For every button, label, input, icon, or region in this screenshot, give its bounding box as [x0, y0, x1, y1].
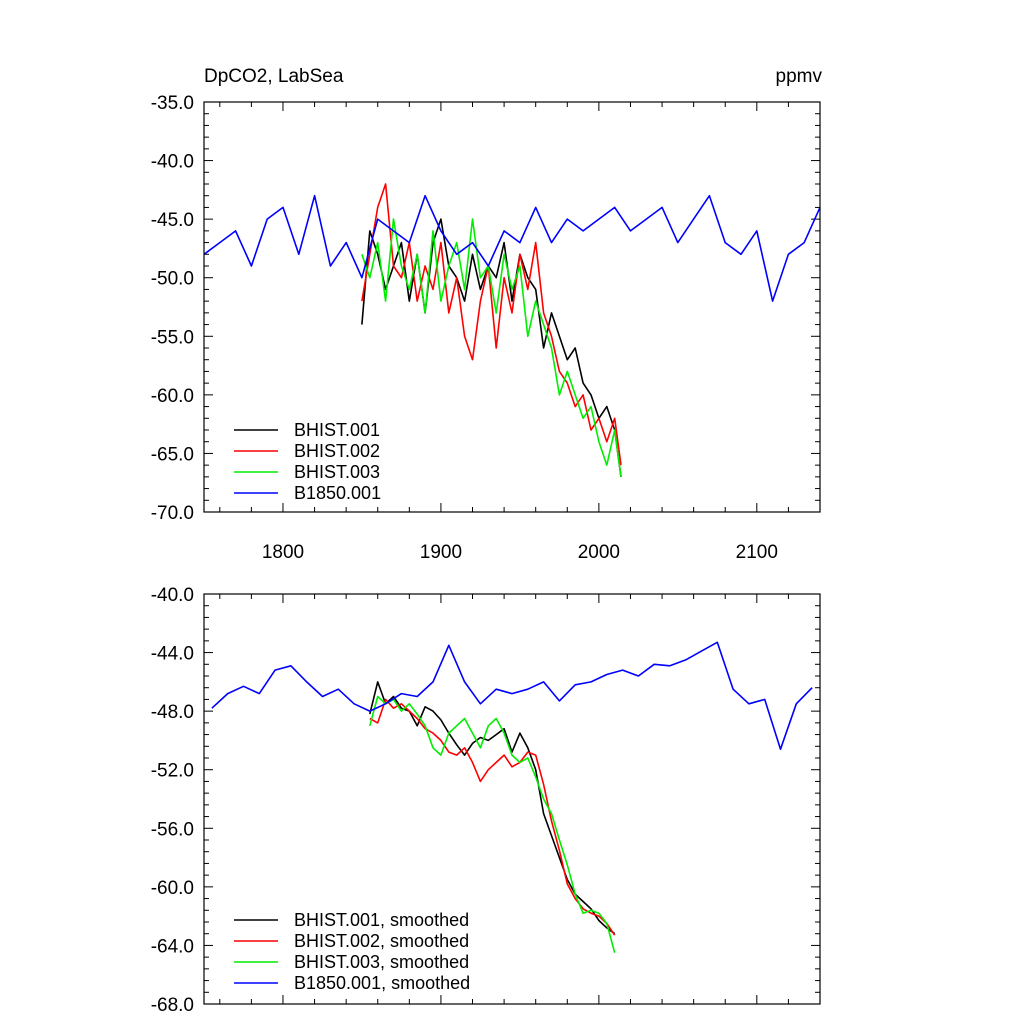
bottom-axes: -40.0 -44.0 -48.0 -52.0 -56.0 -60.0 -64.0 -68.0 [151, 585, 821, 1016]
series-line-bhist-003 [361, 218, 622, 478]
y-tick-label: -45.0 [151, 210, 194, 231]
legend-label: BHIST.002 [294, 441, 380, 461]
y-tick-label: -64.0 [151, 936, 194, 957]
y-tick-label: -60.0 [151, 386, 194, 407]
series-line-bhist-002 [361, 183, 622, 466]
legend-label: BHIST.001 [294, 420, 380, 440]
series-line-bhist-002-smoothed [369, 698, 616, 936]
y-tick-label: -44.0 [151, 644, 194, 665]
y-tick-label: -68.0 [151, 995, 194, 1016]
y-tick-label: -40.0 [151, 152, 194, 173]
series-line-b1850-001-smoothed [211, 641, 813, 751]
y-tick-label: -40.0 [151, 585, 194, 606]
y-tick-label: -70.0 [151, 503, 194, 524]
series-line-bhist-003-smoothed [369, 695, 616, 954]
bottom-plot-frame [203, 593, 821, 1005]
legend-label: B1850.001, smoothed [294, 973, 470, 993]
bottom-panel: -40.0 -44.0 -48.0 -52.0 -56.0 -60.0 -64.0 -68.0… [151, 585, 821, 1016]
y-tick-label: -52.0 [151, 761, 194, 782]
top-chart-units: ppmv [776, 66, 823, 87]
y-tick-label: -60.0 [151, 878, 194, 899]
top-plot-frame [203, 101, 821, 513]
legend-label: B1850.001 [294, 483, 381, 503]
top-axes: -35.0 -40.0 -45.0 -50.0 -55.0 -60.0 -65.0 -70.0… [151, 93, 821, 563]
bottom-series-lines [211, 641, 813, 954]
y-tick-label: -56.0 [151, 819, 194, 840]
x-tick-label: 2000 [578, 542, 620, 563]
y-tick-label: -65.0 [151, 444, 194, 465]
x-tick-label: 2100 [736, 542, 778, 563]
top-chart-title: DpCO2, LabSea [204, 66, 344, 87]
y-tick-label: -48.0 [151, 702, 194, 723]
legend-label: BHIST.001, smoothed [294, 910, 469, 930]
x-tick-label: 1900 [420, 542, 462, 563]
top-panel: DpCO2, LabSea ppmv -35.0-40.0-45.0-50.0-… [151, 66, 823, 563]
series-line-b1850-001 [203, 194, 821, 302]
series-line-bhist-001 [361, 218, 622, 478]
y-tick-label: -35.0 [151, 93, 194, 114]
legend-label: BHIST.003, smoothed [294, 952, 469, 972]
y-tick-label: -50.0 [151, 269, 194, 290]
legend-label: BHIST.003 [294, 462, 380, 482]
x-tick-label: 1800 [262, 542, 304, 563]
y-tick-label: -55.0 [151, 327, 194, 348]
top-series-lines [203, 183, 821, 478]
legend-label: BHIST.002, smoothed [294, 931, 469, 951]
